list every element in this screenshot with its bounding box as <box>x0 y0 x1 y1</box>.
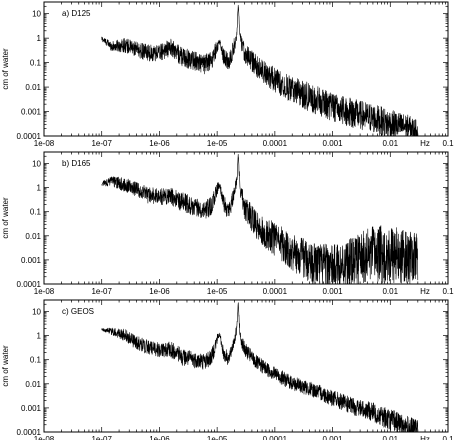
x-tick-label: 0.0001 <box>263 139 288 148</box>
y-tick-label: 0.001 <box>21 404 42 413</box>
x-tick-label: 1e-05 <box>207 139 228 148</box>
x-tick-label: 1e-07 <box>91 287 112 296</box>
y-tick-label: 0.001 <box>21 108 42 117</box>
y-tick-label: 1 <box>37 34 42 43</box>
panel-label: a) D125 <box>62 9 91 18</box>
x-tick-label: 1e-07 <box>91 139 112 148</box>
x-tick-label: 1e-05 <box>207 435 228 440</box>
y-tick-label: 0.0001 <box>17 280 42 289</box>
x-tick-label: 1e-06 <box>149 435 170 440</box>
x-tick-label: 0.1 <box>442 139 454 148</box>
y-tick-label: 10 <box>32 159 41 168</box>
y-tick-label: 10 <box>32 307 41 316</box>
y-tick-label: 0.1 <box>30 356 42 365</box>
y-tick-label: 0.001 <box>21 256 42 265</box>
x-tick-label: 1e-06 <box>149 287 170 296</box>
panel-label: c) GEOS <box>62 307 94 316</box>
x-unit-label: Hz <box>420 139 430 148</box>
panel-label: b) D165 <box>62 159 91 168</box>
x-tick-label: 0.01 <box>382 139 398 148</box>
x-tick-label: 1e-08 <box>34 139 55 148</box>
x-unit-label: Hz <box>420 287 430 296</box>
series-line <box>101 154 419 285</box>
series-line <box>101 4 419 137</box>
y-tick-label: 0.1 <box>30 59 42 68</box>
x-tick-label: 0.001 <box>323 435 344 440</box>
y-tick-label: 1 <box>37 332 42 341</box>
y-tick-label: 0.0001 <box>17 428 42 437</box>
x-tick-label: 0.1 <box>442 287 454 296</box>
x-tick-label: 0.0001 <box>263 287 288 296</box>
x-tick-label: 0.01 <box>382 287 398 296</box>
plot-frame <box>43 1 449 137</box>
x-tick-label: 0.001 <box>323 287 344 296</box>
panel-2: b) D165 cm of water 0.0001 0.001 0.01 0.1 1 10 1… <box>1 151 454 296</box>
y-tick-label: 0.01 <box>25 380 41 389</box>
x-tick-label: 1e-07 <box>91 435 112 440</box>
x-unit-label: Hz <box>420 435 430 440</box>
x-tick-label: 1e-05 <box>207 287 228 296</box>
x-tick-label: 1e-08 <box>34 435 55 440</box>
panel-1: a) D125 cm of water 0.0001 0.001 0.01 0.1 1 10 1… <box>1 1 454 148</box>
y-tick-label: 0.1 <box>30 208 42 217</box>
series-line <box>101 302 419 433</box>
x-tick-label: 1e-06 <box>149 139 170 148</box>
x-tick-label: 0.0001 <box>263 435 288 440</box>
plot-frame <box>43 299 449 433</box>
x-tick-label: 0.001 <box>323 139 344 148</box>
x-tick-label: 1e-08 <box>34 287 55 296</box>
y-tick-label: 10 <box>32 10 41 19</box>
panel-3: c) GEOS cm of water 0.0001 0.001 0.01 0.1 1 10 1… <box>1 299 454 440</box>
y-tick-label: 1 <box>37 184 42 193</box>
y-tick-label: 0.0001 <box>17 132 42 141</box>
y-axis-label: cm of water <box>1 345 10 387</box>
y-axis-label: cm of water <box>1 197 10 239</box>
plot-frame <box>43 151 449 285</box>
y-axis-label: cm of water <box>1 48 10 90</box>
y-tick-label: 0.01 <box>25 83 41 92</box>
x-tick-label: 0.01 <box>382 435 398 440</box>
x-tick-label: 0.1 <box>442 435 454 440</box>
y-tick-label: 0.01 <box>25 232 41 241</box>
